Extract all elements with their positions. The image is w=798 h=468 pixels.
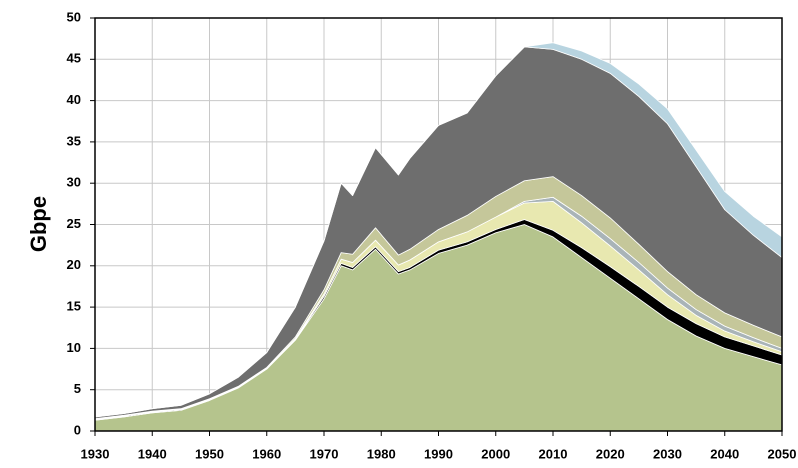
y-tick-label: 25 xyxy=(67,216,81,231)
x-tick-label: 2030 xyxy=(653,446,682,461)
x-tick-label: 2000 xyxy=(481,446,510,461)
y-tick-label: 10 xyxy=(67,340,81,355)
y-tick-label: 50 xyxy=(67,9,81,24)
x-tick-label: 2020 xyxy=(596,446,625,461)
y-tick-label: 35 xyxy=(67,133,81,148)
y-tick-label: 15 xyxy=(67,299,81,314)
plot-border xyxy=(94,17,783,432)
x-tick-label: 1930 xyxy=(81,446,110,461)
x-tick-label: 1960 xyxy=(252,446,281,461)
y-tick-label: 0 xyxy=(74,422,81,437)
y-axis-label: Gbpe xyxy=(26,196,51,252)
y-tick-label: 5 xyxy=(74,381,81,396)
x-tick-label: 1980 xyxy=(367,446,396,461)
x-tick-label: 1950 xyxy=(195,446,224,461)
x-tick-label: 1970 xyxy=(310,446,339,461)
x-tick-label: 2010 xyxy=(539,446,568,461)
y-tick-label: 20 xyxy=(67,257,81,272)
y-tick-label: 45 xyxy=(67,51,81,66)
x-tick-label: 1990 xyxy=(424,446,453,461)
x-tick-label: 1940 xyxy=(138,446,167,461)
y-tick-label: 30 xyxy=(67,175,81,190)
x-tick-label: 2050 xyxy=(768,446,797,461)
y-tick-label: 40 xyxy=(67,92,81,107)
x-tick-label: 2040 xyxy=(710,446,739,461)
